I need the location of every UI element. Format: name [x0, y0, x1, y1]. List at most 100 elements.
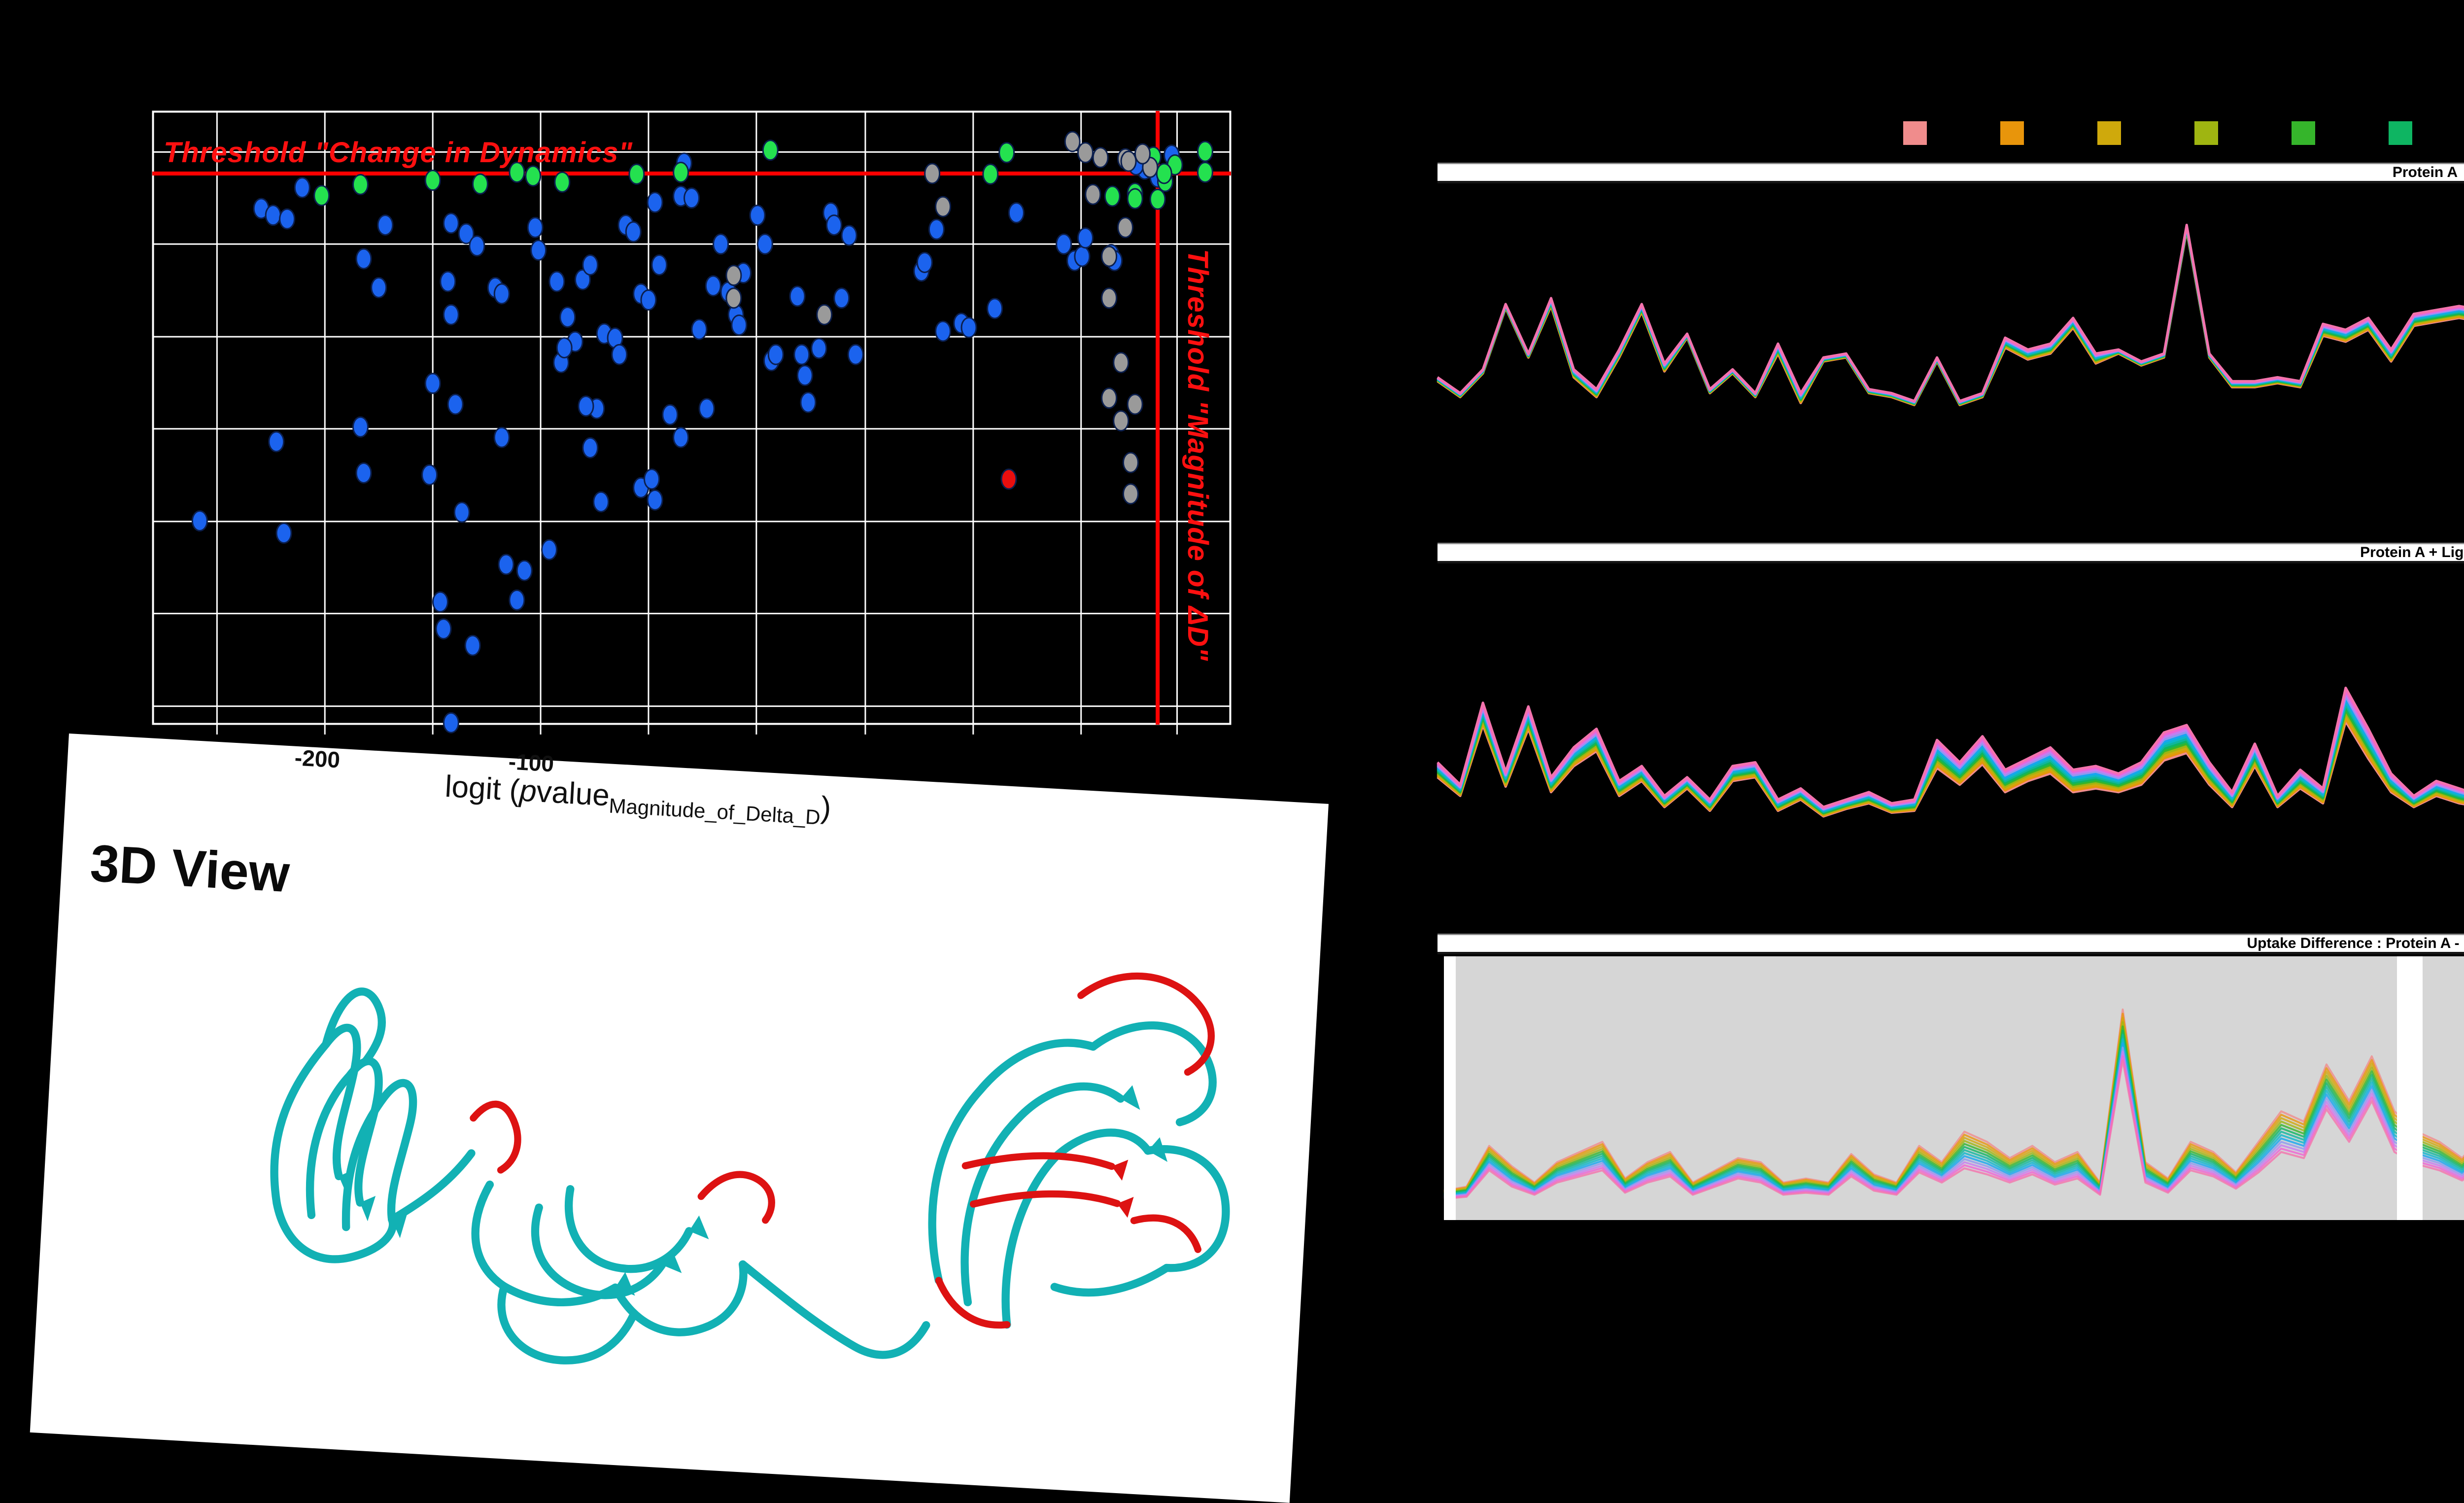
- sheet-arrowhead: [662, 1249, 682, 1273]
- point-blue: [493, 426, 510, 448]
- point-blue: [640, 289, 657, 311]
- point-blue: [731, 315, 748, 336]
- x-axis-title-pre: logit (: [444, 769, 521, 808]
- ribbon-strand: [273, 1199, 397, 1263]
- chart3-title-bar: Uptake Difference : Protein A - (Protein…: [1437, 934, 2464, 954]
- chart1-protein-a-plot: [1437, 183, 2464, 527]
- sheet-arrowhead: [392, 1213, 408, 1238]
- point-blue: [355, 462, 372, 484]
- series-line-timepoint-5: [1437, 223, 2464, 404]
- ribbon-highlight: [1077, 972, 1215, 1076]
- point-blue: [987, 298, 1003, 319]
- point-blue: [767, 344, 784, 365]
- ribbon-strand: [531, 1203, 666, 1299]
- ribbon-strand: [1144, 1145, 1230, 1272]
- legend-swatch-timepoint-5: [2292, 121, 2315, 145]
- point-blue: [825, 214, 842, 236]
- point-green: [1156, 163, 1172, 184]
- point-green: [554, 171, 571, 193]
- point-blue: [435, 618, 452, 640]
- point-gray: [725, 287, 742, 309]
- point-blue: [432, 591, 448, 613]
- point-green: [352, 174, 369, 195]
- ribbon-strand: [306, 1057, 383, 1220]
- point-gray: [1120, 150, 1137, 172]
- sheet-arrowhead: [689, 1215, 709, 1240]
- legend-swatch-timepoint-3: [2097, 121, 2121, 145]
- legend-swatch-timepoint-4: [2194, 121, 2218, 145]
- chart2-title-bar: Protein A + Ligand: [1437, 543, 2464, 563]
- point-blue: [453, 501, 470, 523]
- chart2-title: Protein A + Ligand: [2360, 544, 2464, 560]
- series-line-timepoint-11: [1444, 1052, 2464, 1197]
- ribbon-strand: [1089, 1021, 1217, 1126]
- x-axis-title-main: value: [535, 774, 611, 813]
- sheet-arrowhead: [360, 1196, 376, 1222]
- series-line-timepoint-1: [1444, 1010, 2464, 1193]
- point-blue: [647, 489, 663, 511]
- sheet-arrowhead: [615, 1272, 635, 1296]
- series-line-timepoint-1: [1437, 225, 2464, 424]
- point-gray: [725, 265, 742, 286]
- point-blue: [443, 304, 459, 325]
- point-blue: [582, 254, 599, 276]
- series-line-timepoint-7: [1444, 1035, 2464, 1194]
- point-green: [424, 170, 441, 191]
- series-line-timepoint-2: [1444, 1014, 2464, 1193]
- point-blue: [644, 468, 660, 490]
- point-green: [1127, 188, 1143, 210]
- chart1-title: Protein A: [2392, 164, 2458, 180]
- point-blue: [713, 233, 729, 255]
- ribbon-strand: [611, 1260, 748, 1336]
- point-green: [1149, 188, 1166, 210]
- point-blue: [793, 344, 810, 365]
- threshold-magnitude-label: Threshold "Magnitude of ΔD": [1182, 249, 1214, 662]
- series-line-timepoint-7: [1437, 222, 2464, 403]
- ribbon-highlight: [935, 1277, 1011, 1329]
- point-blue: [559, 306, 576, 328]
- protein-structure: [270, 972, 1230, 1364]
- point-blue: [1077, 227, 1094, 249]
- x-axis-title-p: p: [518, 773, 538, 809]
- series-line-timepoint-4: [1444, 1022, 2464, 1194]
- ribbon-highlight: [1130, 1214, 1201, 1253]
- point-blue: [458, 223, 475, 245]
- point-blue: [705, 275, 721, 297]
- series-line-timepoint-8: [1437, 221, 2464, 403]
- point-blue: [800, 391, 817, 413]
- sheet-arrowhead: [1148, 1137, 1168, 1162]
- point-blue: [625, 221, 642, 243]
- point-blue: [811, 338, 827, 359]
- chart2-protein-a-ligand-plot: [1437, 564, 2464, 932]
- point-blue: [582, 437, 599, 459]
- ribbon-strand: [322, 987, 386, 1066]
- point-blue: [493, 283, 510, 305]
- series-line-timepoint-3: [1444, 1018, 2464, 1193]
- chart1-title-bar: Protein A: [1437, 163, 2464, 183]
- point-blue: [647, 192, 663, 213]
- threshold-dynamics-label: Threshold "Change in Dynamics": [164, 137, 633, 169]
- legend-swatch-timepoint-1: [1903, 121, 1927, 145]
- point-green: [472, 173, 488, 195]
- point-blue: [1008, 202, 1025, 224]
- ribbon-strand: [739, 1260, 930, 1359]
- chart3-white-gap-1: [1444, 956, 1456, 1220]
- point-gray: [924, 163, 941, 184]
- hdx-dashboard: Threshold "Change in Dynamics" Threshold…: [30, 110, 2464, 1503]
- point-blue: [464, 634, 481, 656]
- point-blue: [548, 271, 565, 292]
- ribbon-strand: [388, 1149, 476, 1224]
- point-blue: [440, 271, 456, 292]
- series-line-timepoint-9: [1437, 221, 2464, 402]
- point-blue: [191, 510, 208, 532]
- point-blue: [1074, 245, 1091, 267]
- point-blue: [443, 212, 459, 234]
- sheet-arrowhead-highlight: [1111, 1159, 1129, 1181]
- point-green: [673, 162, 689, 183]
- point-gray: [1064, 131, 1081, 152]
- point-blue: [578, 395, 594, 417]
- series-line-timepoint-13: [1437, 651, 2464, 807]
- point-blue: [593, 491, 610, 513]
- ribbon-highlight: [961, 1152, 1116, 1170]
- point-gray: [1117, 217, 1133, 239]
